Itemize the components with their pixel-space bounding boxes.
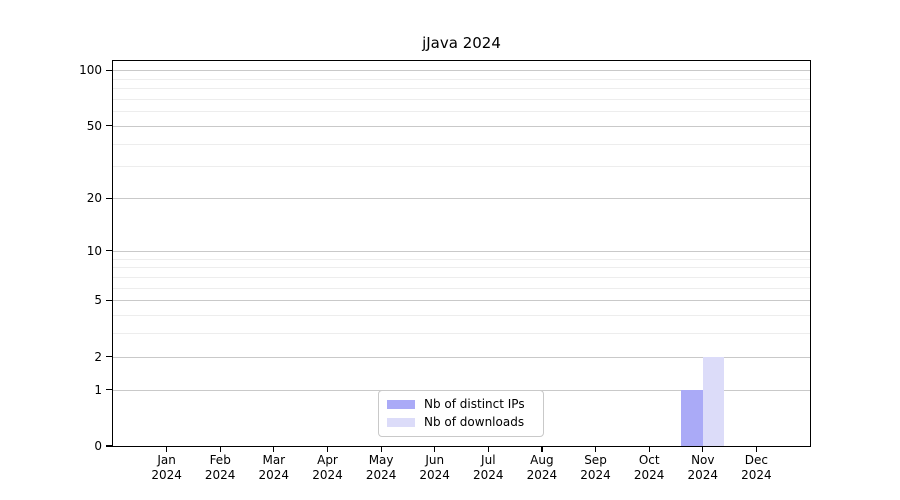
y-tick-label-2: 2: [94, 349, 102, 364]
x-tick-label-line: Jul: [481, 453, 496, 467]
x-tick-mark-apr-2024: [326, 446, 329, 452]
x-tick-mark-oct-2024: [648, 446, 650, 452]
y-tick-label-20: 20: [86, 191, 102, 206]
y-gridline-minor-80: [113, 88, 810, 90]
x-tick-label-line: 2024: [580, 468, 611, 482]
legend-label-downloads: Nb of downloads: [424, 415, 525, 429]
y-tick-mark-0: [106, 445, 113, 447]
x-tick-label-dec-2024: Dec 2024: [724, 453, 788, 483]
x-tick-label-jul-2024: Jul 2024: [456, 453, 520, 483]
y-gridline-minor-6: [113, 287, 810, 289]
y-gridline-minor-40: [113, 143, 810, 145]
x-tick-mark-nov-2024: [702, 446, 704, 452]
y-gridline-minor-4: [113, 314, 810, 316]
y-gridline-minor-8: [113, 267, 810, 269]
y-gridline-major-50: [113, 125, 810, 127]
y-tick-mark-20: [106, 197, 113, 199]
bar-nb-of-distinct-ips-nov-2024: [681, 389, 703, 446]
x-tick-mark-may-2024: [380, 446, 382, 452]
x-tick-mark-sep-2024: [594, 446, 597, 452]
x-tick-mark-feb-2024: [219, 446, 221, 452]
x-tick-mark-mar-2024: [273, 446, 275, 452]
x-tick-label-line: 2024: [419, 468, 450, 482]
x-tick-label-line: 2024: [365, 468, 397, 482]
y-gridline-minor-7: [113, 276, 810, 278]
y-gridline-major-2: [113, 356, 810, 358]
y-gridline-major-10: [113, 250, 810, 252]
x-tick-label-nov-2024: Nov 2024: [671, 453, 735, 483]
y-tick-label-100: 100: [79, 63, 102, 78]
x-tick-label-line: 2024: [633, 468, 665, 482]
y-tick-label-1: 1: [94, 382, 102, 397]
y-tick-mark-2: [106, 355, 113, 358]
legend-label-distinct-ips: Nb of distinct IPs: [424, 397, 525, 411]
x-tick-label-line: Mar: [262, 453, 286, 467]
x-tick-mark-jan-2024: [166, 446, 168, 452]
y-tick-label-50: 50: [86, 118, 102, 133]
x-tick-mark-aug-2024: [541, 446, 543, 452]
y-tick-mark-100: [106, 69, 113, 71]
x-tick-label-apr-2024: Apr 2024: [296, 453, 360, 483]
x-tick-label-line: 2024: [204, 468, 236, 482]
x-tick-label-mar-2024: Mar 2024: [242, 453, 306, 483]
y-tick-mark-5: [106, 299, 113, 301]
y-gridline-minor-3: [113, 333, 810, 335]
y-gridline-minor-30: [113, 166, 810, 168]
x-tick-label-jan-2024: Jan 2024: [135, 453, 199, 483]
chart-title: jJava 2024: [422, 34, 501, 52]
y-gridline-minor-70: [113, 98, 810, 100]
y-gridline-minor-90: [113, 78, 810, 80]
legend-item-downloads: Nb of downloads: [387, 416, 543, 429]
y-tick-label-0: 0: [94, 439, 102, 453]
x-tick-label-line: 2024: [687, 468, 719, 482]
x-tick-mark-jul-2024: [487, 446, 489, 452]
x-tick-label-line: 2024: [526, 468, 558, 482]
x-tick-label-line: 2024: [473, 468, 504, 482]
y-gridline-major-5: [113, 300, 810, 302]
y-gridline-minor-9: [113, 258, 810, 260]
y-gridline-major-20: [113, 198, 810, 200]
x-tick-label-line: Jan: [157, 453, 176, 467]
x-tick-label-may-2024: May 2024: [349, 453, 413, 483]
x-tick-label-line: Aug: [530, 453, 554, 467]
legend: Nb of distinct IPs Nb of downloads: [378, 390, 544, 437]
y-tick-mark-1: [106, 388, 113, 391]
y-gridline-minor-60: [113, 111, 810, 113]
y-gridline-major-100: [113, 70, 810, 72]
x-tick-label-aug-2024: Aug 2024: [510, 453, 574, 483]
y-tick-label-10: 10: [86, 243, 102, 258]
x-tick-label-oct-2024: Oct 2024: [617, 453, 681, 483]
y-tick-mark-50: [106, 125, 113, 127]
x-tick-label-jun-2024: Jun 2024: [403, 453, 467, 483]
x-tick-label-line: Feb: [209, 453, 231, 467]
x-tick-label-line: Apr: [317, 453, 338, 467]
x-tick-label-line: 2024: [741, 468, 772, 482]
legend-swatch-distinct-ips: [387, 400, 415, 409]
bar-nb-of-downloads-nov-2024: [702, 356, 725, 446]
x-tick-label-line: Dec: [744, 453, 768, 467]
legend-item-distinct-ips: Nb of distinct IPs: [387, 398, 543, 411]
x-tick-label-line: 2024: [151, 468, 182, 482]
x-tick-mark-dec-2024: [755, 446, 758, 452]
y-tick-mark-10: [106, 250, 113, 252]
x-tick-label-line: Oct: [638, 453, 660, 467]
x-tick-label-feb-2024: Feb 2024: [188, 453, 252, 483]
x-tick-label-line: May: [368, 453, 394, 467]
x-tick-label-line: Sep: [584, 453, 607, 467]
x-tick-label-line: 2024: [312, 468, 343, 482]
y-tick-label-5: 5: [94, 293, 102, 308]
x-tick-mark-jun-2024: [434, 446, 436, 452]
x-tick-label-line: Jun: [425, 453, 445, 467]
x-tick-label-sep-2024: Sep 2024: [564, 453, 628, 483]
x-tick-label-line: Nov: [691, 453, 715, 467]
legend-swatch-downloads: [387, 418, 415, 427]
x-tick-label-line: 2024: [258, 468, 290, 482]
